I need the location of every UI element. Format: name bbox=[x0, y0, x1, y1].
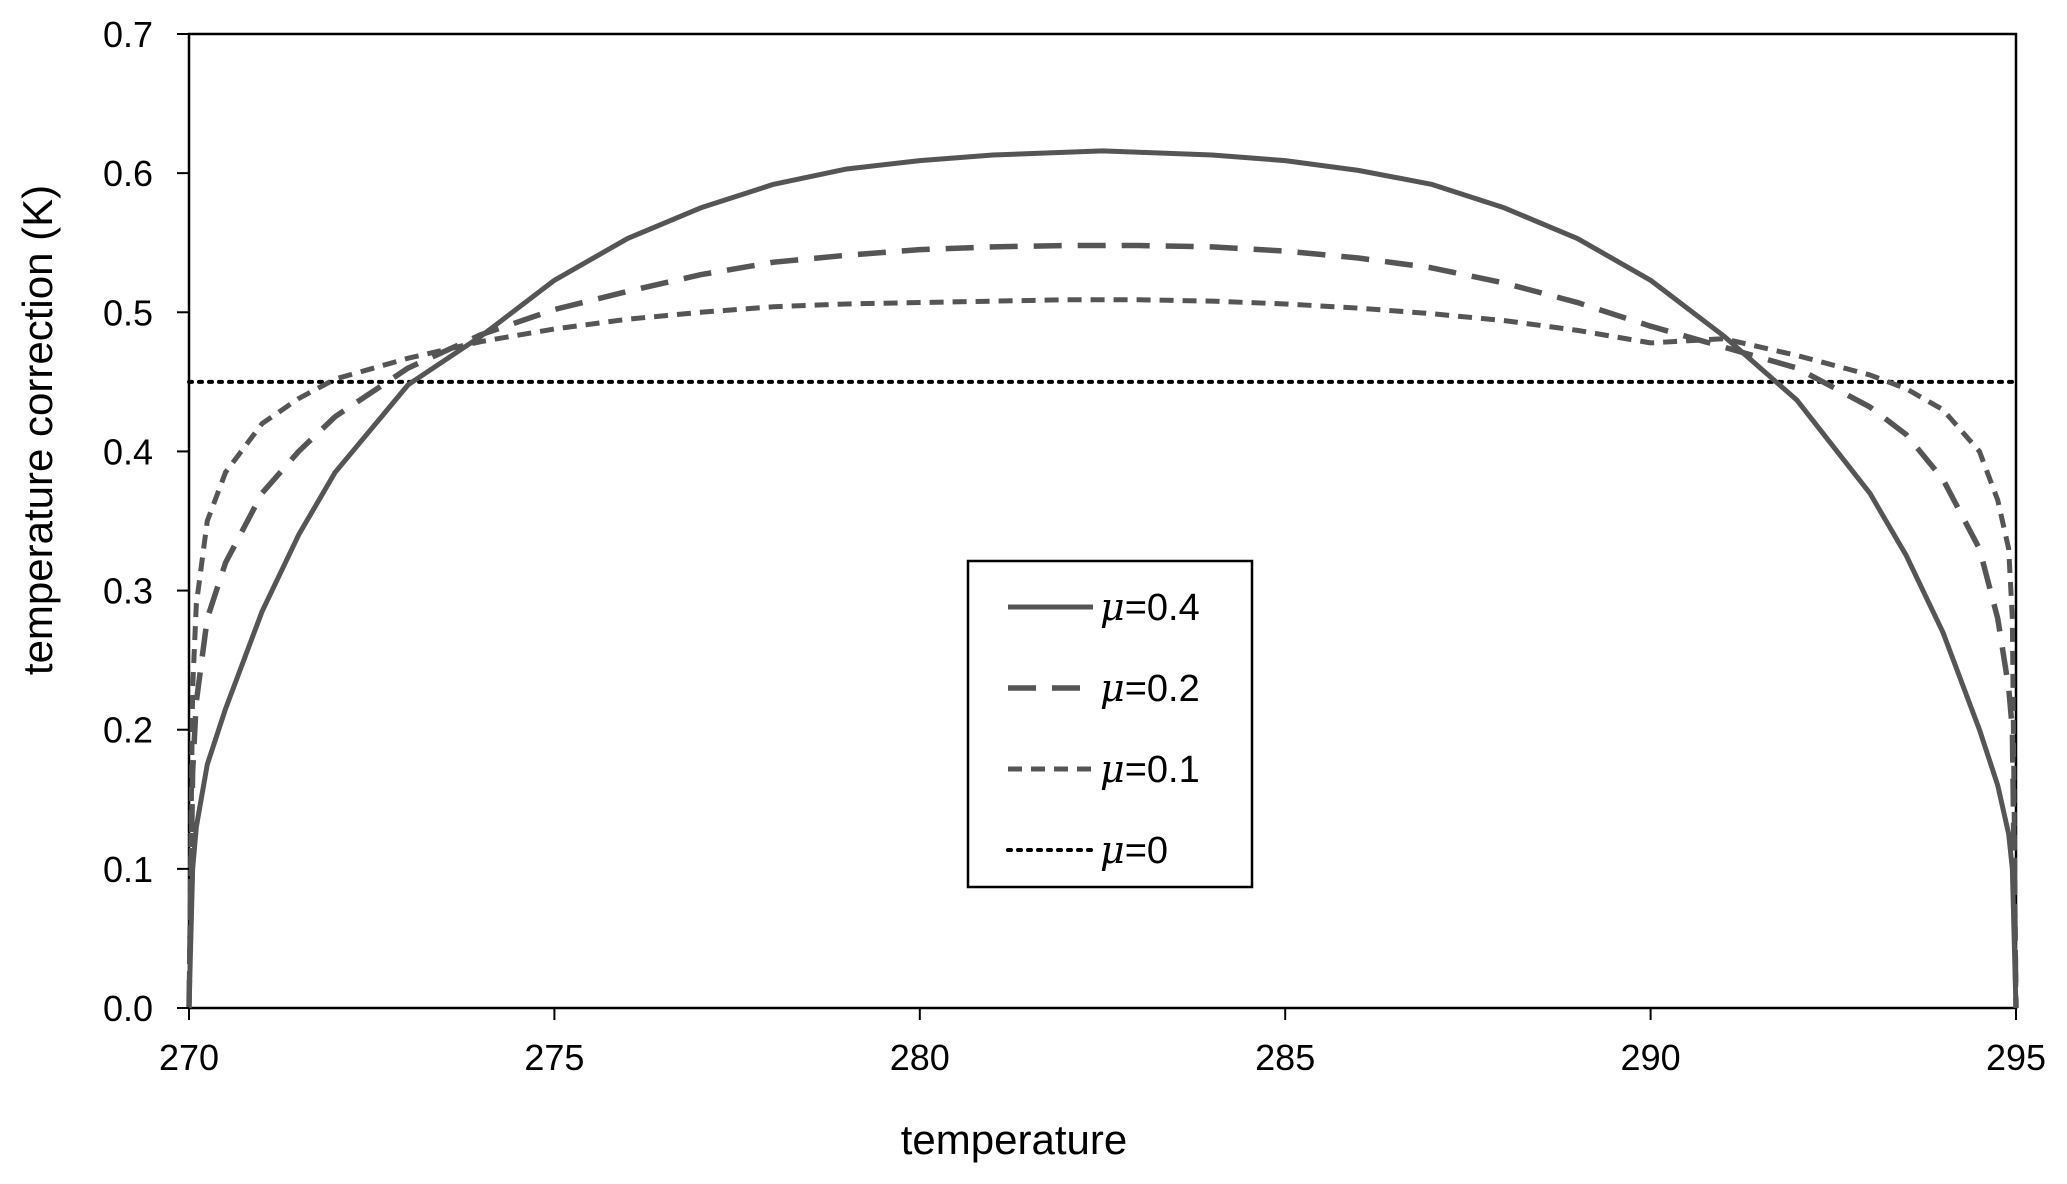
legend-label: μ=0.2 bbox=[1100, 666, 1200, 710]
series-line-mu-0-4 bbox=[186, 148, 2019, 1009]
series-line-mu-0-1 bbox=[186, 297, 2019, 1009]
legend-label-symbol: μ bbox=[1100, 666, 1125, 710]
legend: μ=0.4μ=0.2μ=0.1μ=0 bbox=[966, 559, 1254, 889]
y-tick-label: 0.6 bbox=[103, 153, 153, 194]
ticks-layer: 270 275 280 285 290 295 0.0 0.1 0.2 0.3 0.4 0.5 0.6 0… bbox=[103, 14, 2046, 1078]
x-axis-title: temperature bbox=[901, 1116, 1127, 1163]
y-tick-label: 0.2 bbox=[103, 710, 153, 751]
x-tick-label: 280 bbox=[890, 1037, 950, 1078]
legend-label: μ=0 bbox=[1100, 828, 1168, 872]
y-tick-label: 0.0 bbox=[103, 988, 153, 1029]
legend-label-symbol: μ bbox=[1100, 828, 1125, 872]
x-tick-label: 275 bbox=[524, 1037, 584, 1078]
legend-box bbox=[966, 559, 1254, 889]
legend-label-value: =0.4 bbox=[1125, 587, 1200, 629]
y-tick-label: 0.3 bbox=[103, 571, 153, 612]
y-tick-label: 0.5 bbox=[103, 292, 153, 333]
plot-area bbox=[187, 32, 2018, 1010]
legend-label: μ=0.4 bbox=[1100, 585, 1200, 629]
y-tick-label: 0.4 bbox=[103, 431, 153, 472]
x-tick-label: 270 bbox=[159, 1037, 219, 1078]
y-tick-label: 0.7 bbox=[103, 14, 153, 55]
legend-label-symbol: μ bbox=[1100, 747, 1125, 791]
x-tick-label: 295 bbox=[1986, 1037, 2046, 1078]
y-axis-title: temperature correction (K) bbox=[14, 185, 61, 675]
y-tick-label: 0.1 bbox=[103, 849, 153, 890]
legend-label-value: =0 bbox=[1125, 830, 1168, 872]
plot-frame bbox=[187, 32, 2018, 1010]
legend-label-value: =0.2 bbox=[1125, 668, 1200, 710]
x-tick-label: 285 bbox=[1255, 1037, 1315, 1078]
series-line-mu-0-2 bbox=[186, 242, 2019, 1009]
legend-label-symbol: μ bbox=[1100, 585, 1125, 629]
series-layer bbox=[186, 148, 2019, 1009]
x-tick-label: 290 bbox=[1621, 1037, 1681, 1078]
legend-label-value: =0.1 bbox=[1125, 749, 1200, 791]
legend-label: μ=0.1 bbox=[1100, 747, 1200, 791]
